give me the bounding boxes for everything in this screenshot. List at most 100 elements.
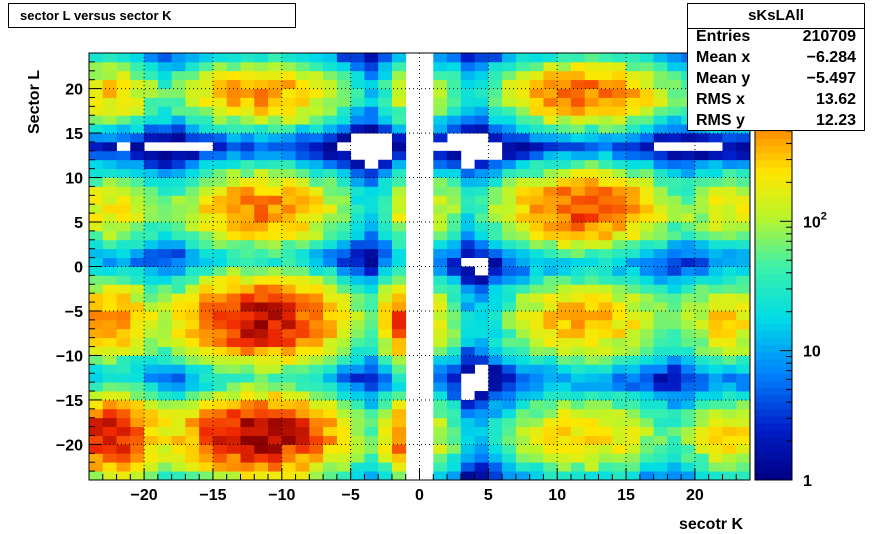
heatmap-cell xyxy=(681,222,696,232)
heatmap-cell xyxy=(212,97,228,107)
heatmap-cell xyxy=(612,337,627,347)
heatmap-cell xyxy=(474,417,489,428)
heatmap-cell xyxy=(708,177,723,187)
heatmap-cell xyxy=(736,471,751,481)
heatmap-cell xyxy=(199,159,214,170)
heatmap-cell xyxy=(626,97,641,107)
heatmap-cell xyxy=(185,399,200,410)
heatmap-cell xyxy=(185,408,200,419)
heatmap-cell xyxy=(722,453,737,463)
heatmap-cell xyxy=(626,248,641,259)
heatmap-cell xyxy=(529,293,544,303)
heatmap-cell xyxy=(116,293,131,303)
heatmap-cell xyxy=(268,213,283,223)
heatmap-cell xyxy=(268,417,283,428)
heatmap-cell xyxy=(557,239,572,250)
heatmap-cell xyxy=(281,471,296,481)
heatmap-cell xyxy=(557,168,572,178)
heatmap-cell xyxy=(639,302,654,312)
heatmap-cell xyxy=(694,453,710,463)
heatmap-cell xyxy=(102,319,117,330)
heatmap-cell xyxy=(667,150,682,161)
heatmap-cell xyxy=(447,124,462,134)
heatmap-cell xyxy=(543,328,558,339)
colorbar-segment xyxy=(755,238,792,246)
heatmap-cell xyxy=(612,382,627,392)
heatmap-cell xyxy=(488,88,503,98)
heatmap-cell xyxy=(653,319,668,330)
heatmap-cell xyxy=(460,319,475,330)
heatmap-cell xyxy=(584,79,599,89)
heatmap-cell xyxy=(529,399,544,410)
heatmap-cell xyxy=(612,239,627,250)
heatmap-cell xyxy=(584,204,599,214)
heatmap-cell xyxy=(281,239,296,250)
heatmap-cell xyxy=(254,328,269,339)
colorbar-segment xyxy=(755,131,792,139)
heatmap-cell xyxy=(268,382,283,392)
heatmap-cell xyxy=(653,391,668,401)
heatmap-cell xyxy=(598,417,613,428)
heatmap-cell xyxy=(350,302,365,312)
heatmap-cell xyxy=(584,248,599,259)
heatmap-cell xyxy=(391,177,407,187)
heatmap-cell xyxy=(309,168,324,178)
heatmap-cell xyxy=(295,391,310,401)
heatmap-cell xyxy=(130,168,145,178)
heatmap-cell xyxy=(667,257,682,267)
heatmap-cell xyxy=(89,435,104,445)
heatmap-cell xyxy=(350,346,365,356)
heatmap-cell xyxy=(391,79,407,89)
heatmap-cell xyxy=(364,97,379,107)
heatmap-cell xyxy=(309,248,324,259)
heatmap-cell xyxy=(598,275,613,285)
heatmap-cell xyxy=(474,115,489,125)
colorbar-segment xyxy=(755,423,792,431)
heatmap-cell xyxy=(543,391,558,401)
heatmap-cell xyxy=(171,346,186,356)
heatmap-cell xyxy=(268,426,283,436)
heatmap-cell xyxy=(199,337,214,347)
heatmap-cell xyxy=(144,106,159,116)
heatmap-cell xyxy=(570,168,586,178)
heatmap-cell xyxy=(598,124,613,134)
heatmap-cell xyxy=(626,471,641,481)
heatmap-cell xyxy=(694,257,710,267)
heatmap-cell xyxy=(295,266,310,276)
colorbar-segment xyxy=(755,266,792,275)
heatmap-cell xyxy=(667,213,682,223)
heatmap-cell xyxy=(598,53,613,63)
heatmap-cell xyxy=(612,391,627,401)
heatmap-cell xyxy=(681,453,696,463)
stats-rms-x-label: RMS x xyxy=(696,91,745,108)
heatmap-cell xyxy=(254,382,269,392)
heatmap-cell xyxy=(336,248,352,259)
heatmap-cell xyxy=(722,168,737,178)
heatmap-cell xyxy=(268,133,283,143)
heatmap-cell xyxy=(157,213,173,223)
heatmap-cell xyxy=(502,302,517,312)
heatmap-cell xyxy=(557,319,572,330)
heatmap-cell xyxy=(199,257,214,267)
heatmap-cell xyxy=(226,373,241,383)
heatmap-cell xyxy=(598,79,613,89)
heatmap-cell xyxy=(281,462,296,472)
heatmap-cell xyxy=(570,88,586,98)
heatmap-cell xyxy=(144,115,159,125)
heatmap-cell xyxy=(364,462,379,472)
heatmap-cell xyxy=(130,328,145,339)
heatmap-cell xyxy=(639,319,654,330)
heatmap-cell xyxy=(240,391,255,401)
heatmap-cell xyxy=(447,417,462,428)
heatmap-cell xyxy=(639,195,654,205)
colorbar-segment xyxy=(755,166,792,175)
heatmap-cell xyxy=(570,53,586,63)
heatmap-cell xyxy=(557,213,572,223)
heatmap-cell xyxy=(323,408,338,419)
heatmap-cell xyxy=(722,213,737,223)
heatmap-cell xyxy=(612,426,627,436)
heatmap-cell xyxy=(364,230,379,241)
heatmap-cell xyxy=(557,355,572,365)
heatmap-cell xyxy=(336,328,352,339)
heatmap-cell xyxy=(694,328,710,339)
